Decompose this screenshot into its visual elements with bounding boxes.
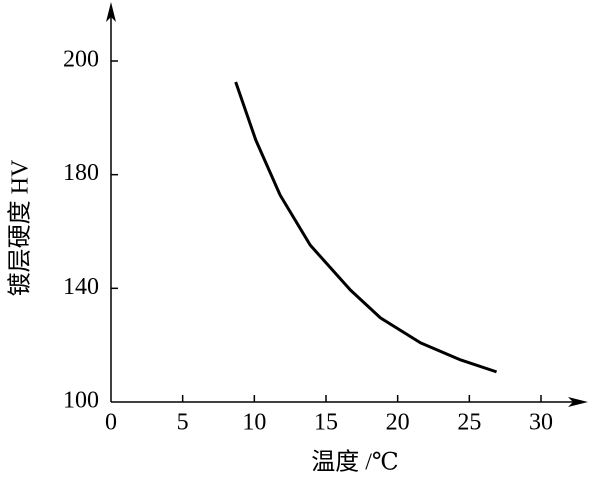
x-tick-label: 15	[314, 410, 338, 436]
y-tick-label: 200	[63, 47, 99, 73]
x-axis-label: 温度 /℃	[311, 449, 399, 476]
y-axis-arrow	[106, 2, 116, 22]
x-axis-arrow	[568, 397, 588, 407]
x-tick-label: 0	[105, 410, 117, 436]
y-tick-label: 140	[63, 274, 99, 300]
curve	[234, 81, 498, 374]
x-tick-label: 30	[529, 410, 553, 436]
x-tick-label: 5	[177, 410, 189, 436]
y-tick-label: 180	[63, 160, 99, 186]
x-tick-label: 20	[386, 410, 410, 436]
x-tick-label: 10	[242, 410, 266, 436]
y-axis-label: 镀层硬度 HV	[7, 159, 34, 296]
y-tick-label: 100	[63, 388, 99, 414]
x-tick-label: 25	[457, 410, 481, 436]
